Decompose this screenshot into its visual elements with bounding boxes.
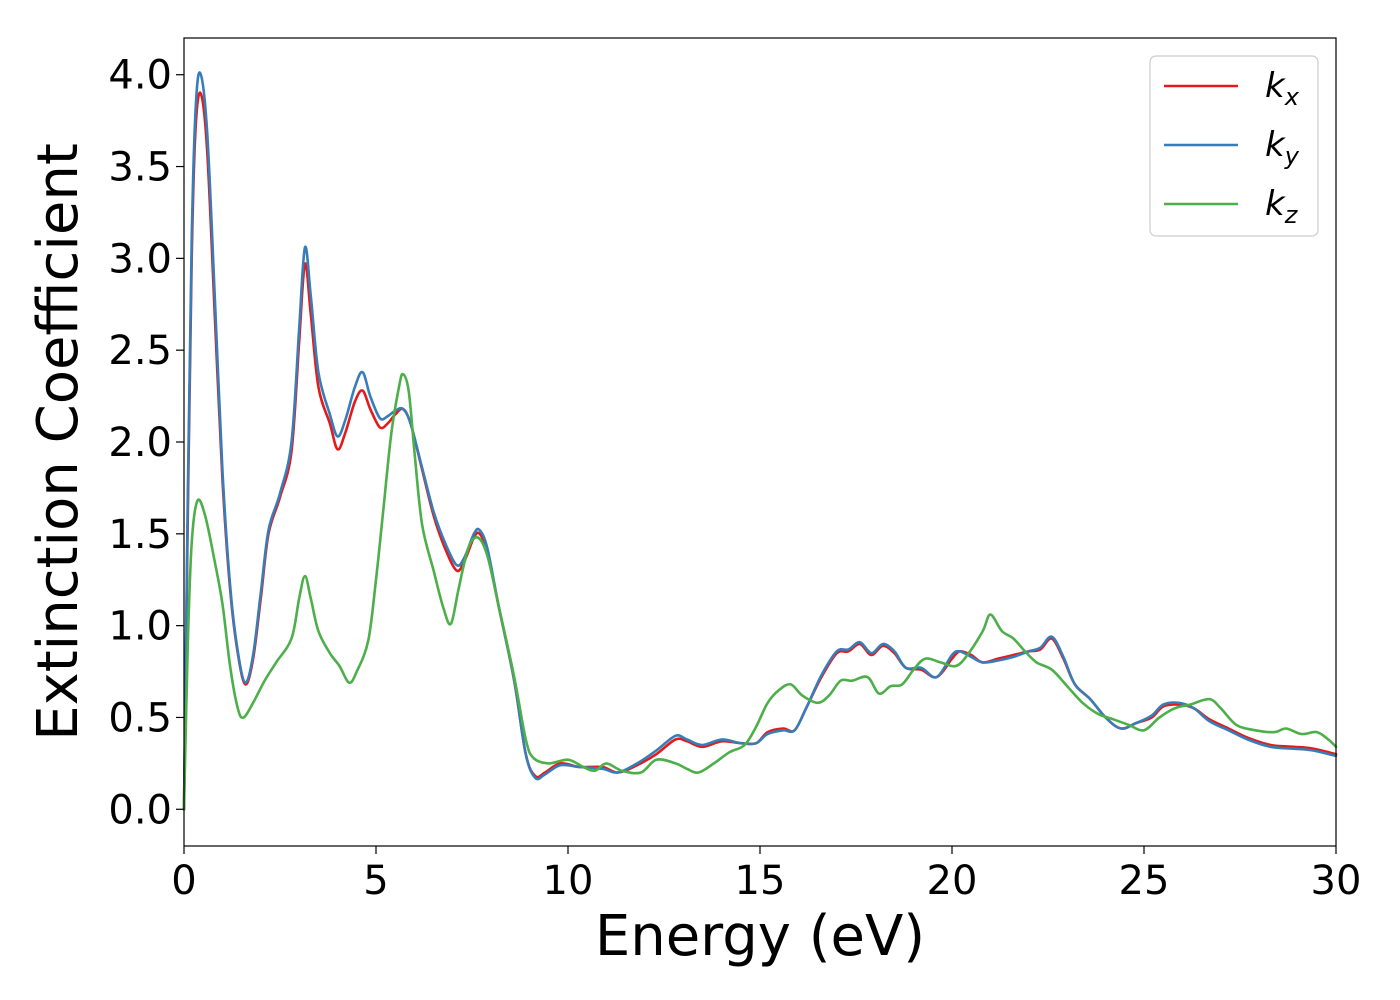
legend-label-z: kz (1265, 184, 1299, 229)
y-tick-label: 4.0 (108, 53, 172, 99)
y-tick-label: 1.0 (108, 604, 172, 650)
y-tick-label: 0.5 (108, 695, 172, 741)
y-axis-ticks: 0.0 0.5 1.0 1.5 2.0 2.5 3.0 3.5 4.0 (108, 53, 184, 833)
legend-entries: kx ky kz (1164, 66, 1300, 229)
x-tick-label: 15 (735, 858, 786, 904)
x-tick-label: 0 (171, 858, 196, 904)
x-tick-label: 30 (1311, 858, 1362, 904)
y-tick-label: 1.5 (108, 512, 172, 558)
legend-label-x: kx (1265, 66, 1300, 111)
x-tick-label: 5 (363, 858, 388, 904)
x-axis-label: Energy (eV) (595, 904, 925, 969)
plot-lines (182, 71, 1338, 811)
legend-label-y: ky (1265, 125, 1300, 170)
x-tick-label: 10 (543, 858, 594, 904)
y-tick-label: 2.5 (108, 328, 172, 374)
x-axis-ticks: 0 5 10 15 20 25 30 (171, 846, 1361, 904)
x-tick-label: 20 (927, 858, 978, 904)
y-tick-label: 2.0 (108, 420, 172, 466)
y-tick-label: 3.5 (108, 145, 172, 191)
x-tick-label: 25 (1119, 858, 1170, 904)
y-tick-label: 0.0 (108, 787, 172, 833)
y-axis-label: Extinction Coefficient (26, 143, 91, 741)
y-tick-label: 3.0 (108, 236, 172, 282)
series-line-k-z (182, 372, 1338, 811)
legend: kx ky kz (1149, 55, 1319, 237)
